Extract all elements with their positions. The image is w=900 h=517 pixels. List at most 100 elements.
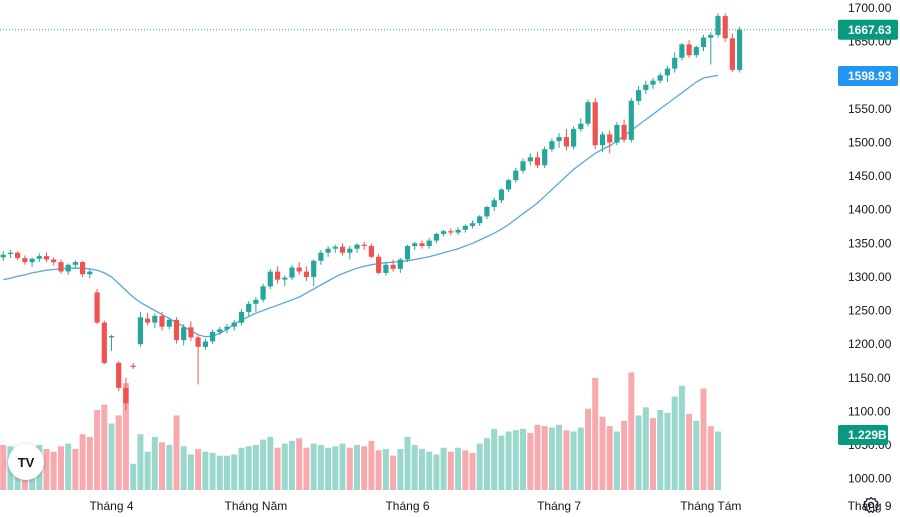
candle-up <box>87 271 93 275</box>
price-tick-label: 1450.00 <box>848 169 892 183</box>
candle-down <box>15 252 21 259</box>
candle-down <box>339 246 346 253</box>
ma-value-badge <box>838 66 898 86</box>
volume-bar <box>541 426 548 490</box>
volume-bar <box>274 447 281 490</box>
ma-value-badge-text: 1598.93 <box>848 69 892 83</box>
candle-up <box>217 329 223 333</box>
candle-up <box>347 248 353 253</box>
candle-up <box>412 243 418 246</box>
candle-up <box>426 240 432 246</box>
volume-bar <box>563 430 570 490</box>
candle-up <box>650 80 656 85</box>
volume-bar <box>130 463 137 490</box>
volume-bar <box>700 388 707 490</box>
time-axis[interactable]: Tháng 4 Tháng Năm Tháng 6 Tháng 7 Tháng Tám T… <box>89 499 891 513</box>
volume-bar <box>231 454 238 490</box>
candle-up <box>253 299 259 304</box>
volume-bar <box>455 447 462 490</box>
volume-bar <box>332 446 339 490</box>
volume-bar <box>58 446 64 490</box>
volume-bar <box>115 415 122 490</box>
volume-bar <box>491 428 498 490</box>
volume-bar <box>693 420 700 490</box>
volume-bar <box>635 415 642 490</box>
candle-up <box>137 317 143 345</box>
candle-up <box>527 157 533 162</box>
volume-bar <box>520 428 526 490</box>
candle-up <box>657 75 663 81</box>
candle-up <box>506 180 512 190</box>
volume-bar <box>195 449 202 490</box>
price-tick-label: 1400.00 <box>848 203 892 217</box>
candle-down <box>22 258 28 263</box>
candle-up <box>383 264 389 273</box>
volume-bar <box>375 450 382 490</box>
volume-bar <box>173 415 180 490</box>
volume-bar <box>469 453 476 490</box>
candle-down <box>101 322 107 363</box>
candle-down <box>621 125 627 140</box>
candle-down <box>275 271 281 280</box>
candle-down <box>729 38 735 70</box>
volume-bar <box>397 449 404 490</box>
candle-up <box>715 16 721 35</box>
volume-bar <box>361 446 368 490</box>
candle-down <box>123 387 129 404</box>
volume-bar <box>440 447 447 490</box>
candle-up <box>246 303 252 312</box>
volume-bar <box>419 449 425 490</box>
volume-bar <box>252 445 259 490</box>
volume-badge-text: 1.229B <box>848 428 887 442</box>
volume-bar <box>0 445 7 490</box>
volume-bar <box>86 436 93 490</box>
volume-bar <box>534 424 541 490</box>
candle-up <box>332 246 338 249</box>
candle-up <box>556 137 562 142</box>
volume-bar <box>390 455 397 490</box>
volume-bar <box>447 451 454 490</box>
volume-bar <box>483 438 490 490</box>
candle-up <box>614 125 620 143</box>
candle-up <box>469 223 476 226</box>
gear-icon[interactable] <box>862 496 880 514</box>
volume-bar <box>180 446 187 490</box>
candle-up <box>491 200 497 207</box>
volume-bar <box>628 372 635 490</box>
volume-bar <box>527 432 534 490</box>
candle-up <box>462 225 468 230</box>
candle-up <box>0 254 6 258</box>
volume-bar <box>613 431 620 490</box>
volume-bar <box>79 434 86 490</box>
volume-bar <box>325 447 332 490</box>
volume-bar <box>281 443 288 490</box>
price-tick-label: 1200.00 <box>848 337 892 351</box>
volume-bar <box>411 445 418 490</box>
price-tick-label: 1000.00 <box>848 472 892 486</box>
candle-up <box>231 322 237 327</box>
volume-bar <box>224 455 230 490</box>
candle-up <box>29 258 35 263</box>
price-tick-label: 1300.00 <box>848 270 892 284</box>
volume-bar <box>577 427 584 490</box>
candle-down <box>303 271 309 277</box>
candle-down <box>173 319 180 341</box>
volume-bar <box>476 443 483 490</box>
candle-up <box>202 341 208 347</box>
volume-bar <box>310 443 317 490</box>
tradingview-logo[interactable]: TV <box>8 444 44 480</box>
candle-up <box>108 336 115 338</box>
candle-up <box>520 161 526 171</box>
price-tick-label: 1150.00 <box>848 371 891 385</box>
candle-up <box>311 260 317 277</box>
candle-down <box>419 243 425 246</box>
candle-down <box>51 259 57 263</box>
candle-up <box>549 141 555 150</box>
volume-bar <box>238 447 245 490</box>
volume-bar <box>101 404 108 490</box>
candle-up <box>224 326 230 330</box>
volume-bar <box>296 438 303 490</box>
candle-up <box>397 259 403 269</box>
volume-bar <box>245 446 252 490</box>
